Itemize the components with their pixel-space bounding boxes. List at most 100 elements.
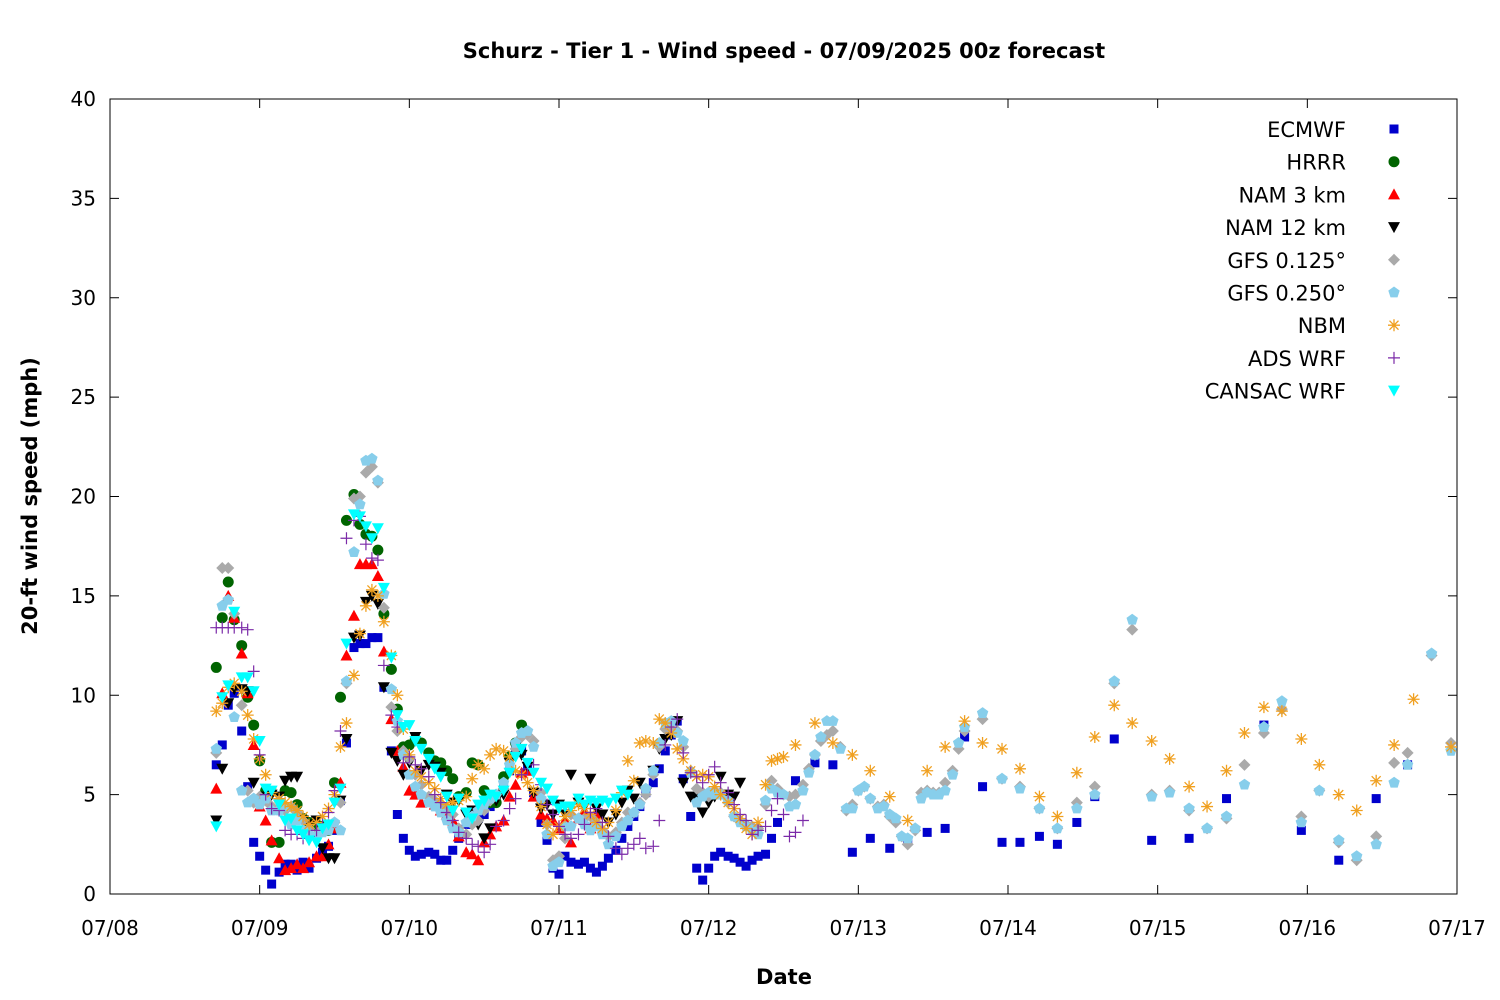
data-point [236, 640, 248, 652]
data-point [247, 777, 260, 789]
data-point [521, 757, 534, 769]
data-point [415, 743, 428, 755]
data-point [310, 837, 323, 849]
data-point [497, 776, 510, 788]
data-point [716, 847, 726, 857]
data-point [261, 865, 271, 875]
data-point [564, 769, 577, 781]
data-point [397, 756, 410, 769]
data-point [609, 793, 622, 805]
data-point [1295, 816, 1308, 828]
data-point [1126, 717, 1139, 730]
data-point [702, 768, 715, 781]
data-point [976, 736, 989, 749]
data-point [460, 807, 473, 819]
data-point [255, 851, 265, 861]
data-point [1333, 834, 1345, 846]
x-tick-label: 07/10 [381, 916, 439, 940]
data-point [415, 770, 428, 783]
data-point [1388, 738, 1401, 751]
legend-marker [1388, 319, 1400, 332]
data-point [1371, 794, 1381, 804]
data-point [377, 615, 390, 628]
data-point [547, 828, 560, 841]
data-point [241, 623, 254, 636]
data-point [371, 554, 384, 567]
data-point [237, 726, 247, 736]
y-tick-label: 15 [71, 584, 96, 608]
data-point [1013, 762, 1026, 775]
data-point [671, 713, 684, 726]
data-point [1070, 766, 1083, 779]
data-point [865, 833, 875, 843]
data-point [371, 570, 384, 581]
data-point [354, 498, 366, 510]
data-point [752, 824, 765, 837]
data-point [497, 814, 510, 827]
data-point [222, 680, 235, 692]
data-point [216, 612, 228, 624]
data-point [241, 709, 254, 722]
data-point [789, 826, 802, 839]
x-tick-label: 07/11 [530, 916, 588, 940]
data-point [410, 851, 420, 861]
data-point [958, 715, 971, 728]
data-point [291, 825, 304, 837]
data-point [615, 848, 628, 861]
data-point [654, 764, 664, 774]
data-point [627, 793, 640, 805]
data-point [572, 828, 585, 841]
data-point [740, 822, 753, 835]
data-point [1238, 758, 1251, 771]
data-point [909, 822, 921, 834]
data-point [434, 771, 447, 783]
legend-marker [1388, 222, 1400, 234]
data-point [279, 775, 292, 787]
data-point [596, 816, 609, 829]
x-tick-label: 07/12 [680, 916, 738, 940]
y-tick-label: 30 [71, 286, 96, 310]
data-point [340, 532, 353, 545]
data-point [452, 793, 465, 805]
data-point [541, 818, 554, 831]
data-point [796, 814, 809, 827]
data-point [259, 814, 272, 826]
y-axis-label: 20-ft wind speed (mph) [18, 357, 42, 635]
data-point [403, 720, 416, 732]
data-point [597, 861, 607, 871]
data-point [1051, 810, 1064, 823]
data-point [265, 785, 278, 797]
y-tick-label: 35 [71, 186, 96, 210]
data-point [741, 861, 751, 871]
data-point [316, 823, 329, 835]
data-point [509, 751, 522, 763]
data-point [627, 838, 640, 851]
data-point [714, 776, 727, 789]
data-point [677, 735, 689, 746]
data-point [353, 511, 366, 523]
data-point [828, 760, 838, 770]
data-point [440, 791, 453, 803]
legend-marker [1388, 286, 1400, 298]
data-point [671, 742, 684, 755]
data-point [361, 639, 371, 649]
data-point [901, 814, 914, 827]
data-point [996, 742, 1009, 755]
data-point [698, 875, 708, 885]
data-point [235, 699, 248, 712]
data-point [503, 802, 516, 815]
data-point [334, 691, 346, 703]
data-point [1370, 774, 1383, 787]
data-point [890, 812, 902, 824]
data-point [303, 856, 316, 868]
data-point [1201, 800, 1214, 813]
data-point [566, 857, 576, 867]
data-point [515, 768, 528, 781]
data-point [1220, 764, 1233, 777]
data-point [259, 768, 272, 781]
legend-label: ADS WRF [1248, 347, 1346, 371]
data-point [340, 638, 353, 650]
data-point [740, 814, 753, 827]
data-point [773, 817, 783, 827]
data-point [708, 780, 721, 793]
